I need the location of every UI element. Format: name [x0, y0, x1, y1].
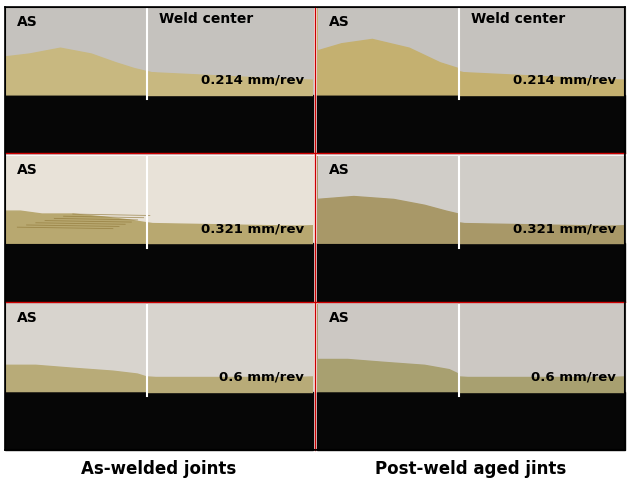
Polygon shape [317, 304, 459, 391]
Text: Weld center: Weld center [471, 12, 565, 26]
Polygon shape [459, 223, 625, 243]
Polygon shape [147, 223, 313, 243]
Text: 0.321 mm/rev: 0.321 mm/rev [513, 222, 616, 235]
Polygon shape [459, 377, 625, 391]
Text: AS: AS [329, 163, 350, 177]
Text: 0.214 mm/rev: 0.214 mm/rev [513, 74, 616, 87]
Text: Post-weld aged jints: Post-weld aged jints [375, 460, 566, 478]
Polygon shape [147, 377, 313, 391]
Bar [317, 95, 625, 153]
Bar [5, 156, 313, 243]
Bar [5, 243, 313, 302]
Bar [5, 95, 313, 153]
Polygon shape [5, 304, 147, 391]
Bar [5, 391, 313, 450]
Polygon shape [317, 7, 459, 95]
Text: AS: AS [329, 311, 350, 325]
Polygon shape [5, 7, 147, 95]
Polygon shape [147, 72, 313, 95]
Polygon shape [147, 72, 313, 95]
Polygon shape [459, 72, 625, 95]
Text: 0.214 mm/rev: 0.214 mm/rev [201, 74, 304, 87]
Text: AS: AS [18, 15, 38, 29]
Text: 0.6 mm/rev: 0.6 mm/rev [219, 370, 304, 384]
Bar [317, 7, 625, 95]
Text: 0.6 mm/rev: 0.6 mm/rev [531, 370, 616, 384]
Text: Weld center: Weld center [159, 12, 253, 26]
Text: AS: AS [18, 163, 38, 177]
Text: AS: AS [329, 15, 350, 29]
Bar [317, 243, 625, 302]
Text: As-welded joints: As-welded joints [81, 460, 237, 478]
Bar [5, 304, 313, 391]
Polygon shape [459, 72, 625, 95]
Polygon shape [459, 377, 625, 391]
Text: AS: AS [18, 311, 38, 325]
Bar [317, 156, 625, 243]
Bar [317, 304, 625, 391]
Polygon shape [147, 223, 313, 243]
Polygon shape [317, 156, 459, 243]
Bar [5, 7, 313, 95]
Text: 0.321 mm/rev: 0.321 mm/rev [201, 222, 304, 235]
Polygon shape [459, 223, 625, 243]
Polygon shape [147, 377, 313, 391]
Bar [317, 391, 625, 450]
Polygon shape [5, 156, 147, 243]
